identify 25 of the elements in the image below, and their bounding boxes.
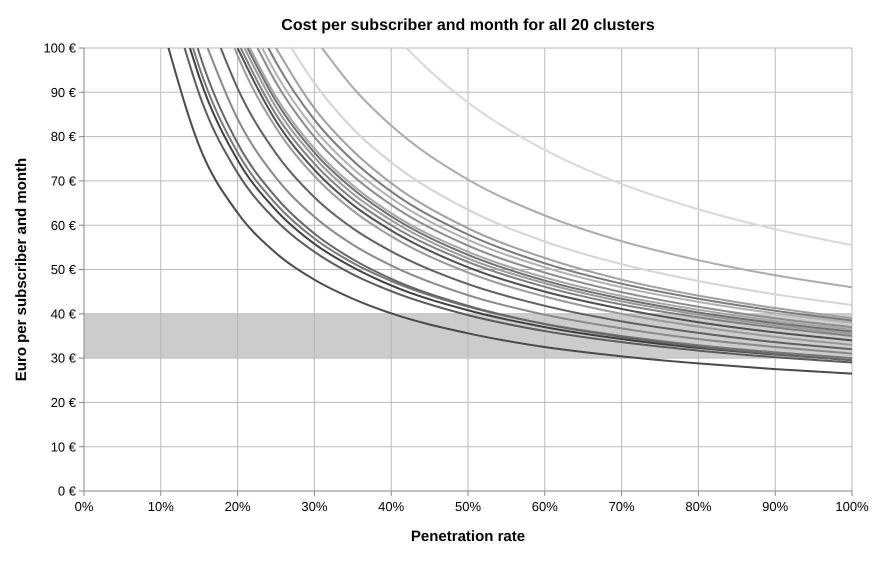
y-tick-label: 60 €	[50, 218, 77, 233]
x-tick-label: 10%	[148, 499, 174, 514]
x-tick-label: 100%	[835, 499, 870, 514]
x-tick-label: 80%	[685, 499, 712, 514]
x-tick-label: 40%	[378, 499, 405, 514]
x-tick-label: 20%	[224, 499, 252, 514]
y-tick-label: 0 €	[58, 484, 77, 499]
x-tick-label: 0%	[74, 499, 94, 514]
x-tick-label: 30%	[301, 499, 328, 514]
y-tick-label: 30 €	[50, 350, 77, 366]
y-tick-label: 80 €	[50, 129, 77, 144]
y-tick-label: 40 €	[50, 306, 77, 322]
y-tick-label: 90 €	[50, 84, 77, 100]
x-tick-label: 60%	[532, 499, 558, 514]
chart-title: Cost per subscriber and month for all 20 clusters	[281, 17, 655, 34]
x-tick-label: 70%	[608, 499, 636, 514]
x-tick-label: 50%	[454, 499, 482, 514]
y-tick-label: 20 €	[50, 394, 77, 410]
y-axis-title: Euro per subscriber and month	[13, 158, 30, 382]
x-tick-label: 90%	[762, 499, 789, 514]
y-tick-label: 70 €	[50, 173, 77, 188]
y-tick-label: 50 €	[50, 262, 77, 278]
y-tick-label: 100 €	[43, 40, 77, 56]
x-axis-title: Penetration rate	[410, 528, 526, 545]
y-tick-label: 10 €	[50, 439, 77, 454]
